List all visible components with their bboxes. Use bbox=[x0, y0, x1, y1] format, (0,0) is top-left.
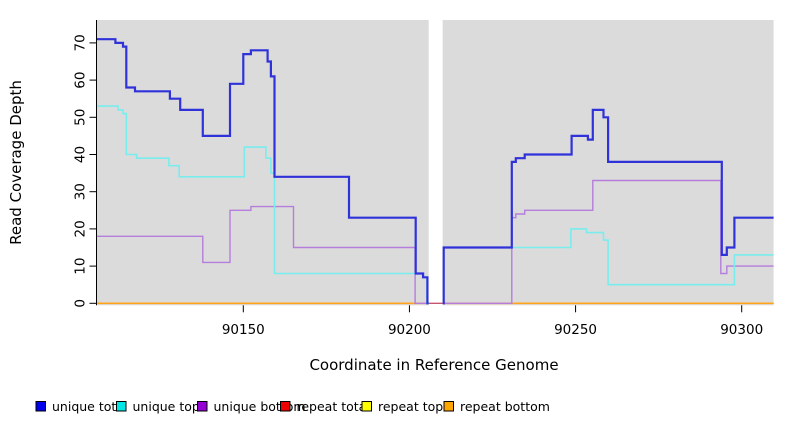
series-segment bbox=[96, 105, 429, 305]
legend-label: repeat top bbox=[378, 399, 443, 414]
series-unique-top bbox=[96, 105, 774, 305]
y-tick-label: 20 bbox=[73, 220, 89, 237]
legend-label: repeat bottom bbox=[460, 399, 550, 414]
y-axis-title: Read Coverage Depth bbox=[7, 80, 25, 245]
y-axis: 0 10 20 30 40 50 60 70 bbox=[73, 34, 97, 308]
series-segment bbox=[442, 108, 774, 305]
legend-item: unique top bbox=[116, 399, 200, 414]
y-tick-label: 70 bbox=[73, 34, 89, 51]
legend-swatch bbox=[197, 401, 208, 412]
y-tick-label: 40 bbox=[73, 146, 89, 163]
series-segment bbox=[442, 228, 774, 286]
series-segment bbox=[96, 38, 429, 305]
y-tick-label: 10 bbox=[73, 258, 89, 275]
x-axis: 90150 90200 90250 90300 bbox=[222, 305, 763, 338]
legend-swatch bbox=[443, 401, 454, 412]
legend-item: unique total bbox=[35, 399, 127, 414]
x-tick-label: 90250 bbox=[554, 322, 597, 338]
y-tick-label: 60 bbox=[73, 72, 89, 89]
legend-label: unique bottom bbox=[214, 399, 306, 414]
legend: unique total unique top unique bottomrepea… bbox=[35, 399, 550, 414]
legend-swatch bbox=[280, 401, 291, 412]
legend-label: unique top bbox=[133, 399, 200, 414]
y-tick-label: 0 bbox=[73, 299, 89, 308]
x-tick-label: 90200 bbox=[388, 322, 431, 338]
series-unique-total bbox=[96, 38, 774, 305]
legend-swatch bbox=[116, 401, 127, 412]
x-tick-label: 90300 bbox=[720, 322, 763, 338]
legend-label: repeat total bbox=[297, 399, 370, 414]
y-tick-label: 30 bbox=[73, 183, 89, 200]
legend-swatch bbox=[35, 401, 46, 412]
x-tick-label: 90150 bbox=[222, 322, 265, 338]
panel-left bbox=[96, 20, 429, 306]
legend-swatch bbox=[361, 401, 372, 412]
x-axis-title: Coordinate in Reference Genome bbox=[309, 356, 558, 374]
legend-label: unique total bbox=[52, 399, 127, 414]
legend-item: repeat total bbox=[280, 399, 370, 414]
legend-item: repeat bottom bbox=[443, 399, 550, 414]
y-tick-label: 50 bbox=[73, 109, 89, 126]
legend-item: repeat top bbox=[361, 399, 443, 414]
